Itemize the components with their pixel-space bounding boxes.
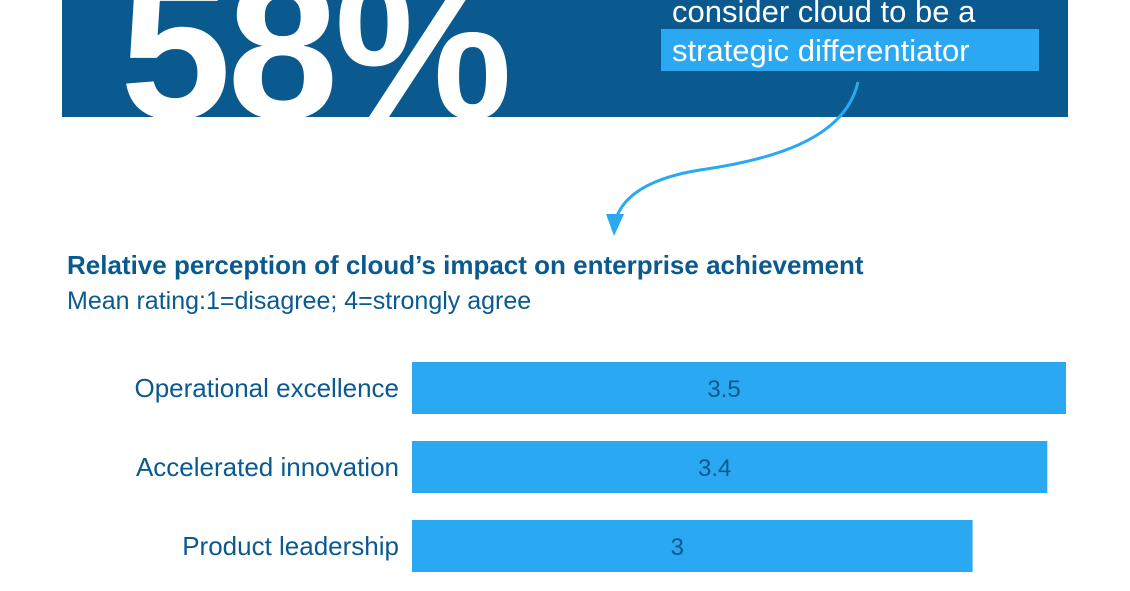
- value-label: 3.5: [707, 376, 740, 403]
- callout-text-line1: consider cloud to be a: [672, 0, 976, 29]
- category-label: Operational excellence: [135, 373, 400, 403]
- bar: [412, 362, 1066, 414]
- bar: [412, 520, 973, 572]
- value-label: 3.4: [698, 455, 731, 482]
- bar: [412, 441, 1048, 493]
- callout-highlight-box: [661, 29, 1039, 71]
- category-label: Product leadership: [182, 531, 399, 561]
- value-label: 3: [671, 534, 684, 561]
- chart-subtitle: Mean rating:1=disagree; 4=strongly agree: [67, 287, 532, 315]
- callout-text-line2: strategic differentiator: [672, 33, 970, 68]
- chart-title: Relative perception of cloud’s impact on…: [67, 250, 864, 280]
- headline-stat: 58%: [120, 0, 512, 117]
- headline-banner: 58% consider cloud to be a strategic dif…: [62, 0, 1068, 117]
- category-label: Accelerated innovation: [136, 452, 399, 482]
